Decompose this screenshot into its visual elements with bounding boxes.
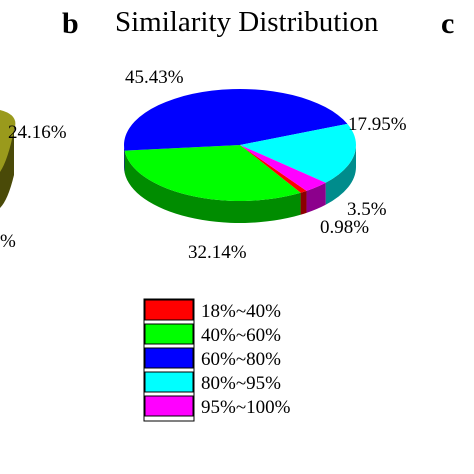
- left-partial-pie: 24.16% %: [0, 110, 67, 252]
- legend-swatch-0: [144, 299, 194, 321]
- left-partial-pie-top: [0, 110, 16, 172]
- legend-swatch-2: [144, 347, 194, 369]
- legend-label-3: 80%~95%: [201, 373, 281, 394]
- label-18-40: 0.98%: [320, 217, 369, 238]
- label-80-95: 17.95%: [348, 114, 407, 135]
- pie-sides: [124, 145, 356, 223]
- pie-side-95-100: [306, 182, 326, 213]
- left-partial-label-24: 24.16%: [8, 122, 67, 143]
- legend-label-4: 95%~100%: [201, 397, 291, 418]
- legend-label-2: 60%~80%: [201, 349, 281, 370]
- pie-side-60-80: [124, 145, 125, 173]
- left-partial-label-pct: %: [0, 231, 16, 252]
- pie-slice-40-60: [124, 145, 301, 202]
- legend-swatch-4: [144, 395, 194, 417]
- legend-swatch-3: [144, 371, 194, 393]
- pie-slice-60-80: [124, 88, 348, 151]
- pie-side-80-95: [325, 145, 356, 205]
- label-95-100: 3.5%: [347, 199, 387, 220]
- chart-title: Similarity Distribution: [115, 6, 379, 38]
- legend-label-1: 40%~60%: [201, 325, 281, 346]
- pie-chart: [124, 88, 357, 223]
- panel-letter-b: b: [62, 7, 79, 40]
- pie-side-18-40: [300, 190, 307, 215]
- legend-swatch-1: [144, 323, 194, 345]
- label-60-80: 45.43%: [125, 67, 184, 88]
- pie-slice-18-40: [240, 145, 307, 193]
- panel-letter-c: c: [441, 7, 454, 40]
- label-40-60: 32.14%: [188, 242, 247, 263]
- legend: 18%~40% 40%~60% 60%~80% 80%~95% 95%~100%: [143, 298, 291, 422]
- pie-side-40-60: [124, 150, 301, 223]
- legend-label-0: 18%~40%: [201, 301, 281, 322]
- pie-slice-95-100: [240, 145, 326, 191]
- legend-frame: [143, 298, 195, 422]
- pie-slice-80-95: [240, 123, 357, 183]
